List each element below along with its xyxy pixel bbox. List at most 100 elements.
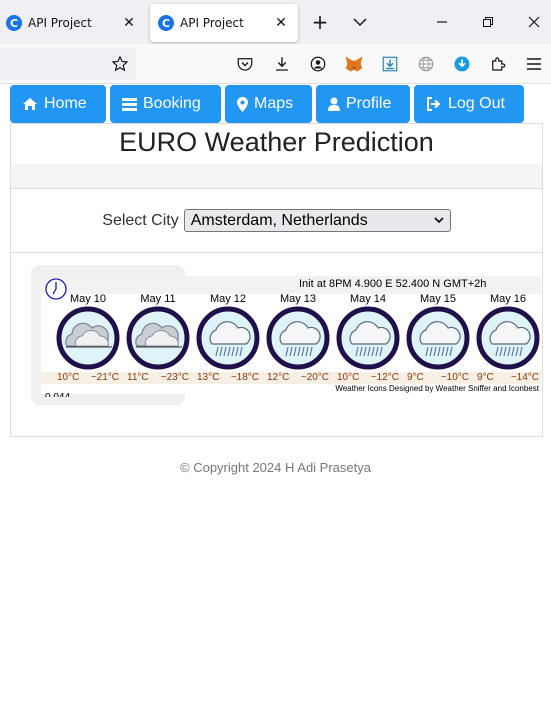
nav-booking-button[interactable]: Booking xyxy=(110,85,221,123)
forecast-day: May 14 xyxy=(333,292,403,370)
home-icon xyxy=(22,97,38,111)
account-icon[interactable] xyxy=(308,54,328,74)
tab-title: API Project xyxy=(180,16,244,30)
forecast-day-date: May 16 xyxy=(489,293,527,305)
nav-profile-button[interactable]: Profile xyxy=(316,85,410,123)
clock-icon xyxy=(45,278,67,300)
favicon-icon: C xyxy=(158,15,174,31)
minimize-icon xyxy=(437,21,447,23)
close-tab-icon[interactable]: ✕ xyxy=(123,15,135,31)
rain-icon xyxy=(196,306,260,370)
nav-logout-label: Log Out xyxy=(448,95,505,112)
save-page-icon[interactable] xyxy=(380,54,400,74)
download-extension-icon[interactable] xyxy=(452,54,472,74)
temperature-low: 13°C xyxy=(197,372,220,383)
nav-booking-label: Booking xyxy=(143,95,201,112)
city-select-value: Amsterdam, Netherlands xyxy=(190,211,368,229)
browser-toolbar xyxy=(0,44,551,84)
temperature-low: 11°C xyxy=(127,372,149,383)
icon-credit-text: Weather Icons Designed by Weather Sniffe… xyxy=(335,384,539,393)
minimize-button[interactable] xyxy=(430,10,454,34)
globe-icon[interactable] xyxy=(416,54,436,74)
weather-card: EURO Weather Prediction Select City Amst… xyxy=(10,123,543,437)
forecast-temperature: 10°C ~21°C xyxy=(53,372,123,384)
pocket-icon[interactable] xyxy=(235,54,255,74)
favicon-icon: C xyxy=(6,15,22,31)
browser-tab[interactable]: C API Project ✕ xyxy=(0,4,146,42)
close-tab-icon[interactable]: ✕ xyxy=(275,15,287,31)
forecast-temperature: 9°C ~14°C xyxy=(473,372,541,384)
close-window-button[interactable] xyxy=(522,10,546,34)
extensions-puzzle-icon[interactable] xyxy=(488,54,508,74)
forecast-day: May 11 xyxy=(123,292,193,370)
forecast-init-text: Init at 8PM 4.900 E 52.400 N GMT+2h xyxy=(299,278,487,290)
forecast-temperature: 13°C ~18°C xyxy=(193,372,263,384)
temperature-high: ~23°C xyxy=(160,372,189,383)
list-all-tabs-button[interactable] xyxy=(348,10,372,34)
forecast-header xyxy=(41,276,541,294)
city-select[interactable]: Amsterdam, Netherlands xyxy=(183,209,451,232)
forecast-day-date: May 12 xyxy=(209,293,247,305)
nav-maps-label: Maps xyxy=(254,95,294,112)
forecast-day-date: May 10 xyxy=(69,293,107,305)
nav-home-button[interactable]: Home xyxy=(10,85,106,123)
chevron-down-icon xyxy=(353,18,367,27)
rain-icon xyxy=(476,306,540,370)
map-marker-icon xyxy=(237,96,248,112)
chevron-down-icon xyxy=(434,217,444,224)
new-tab-button[interactable]: + xyxy=(311,10,329,34)
rain-icon xyxy=(406,306,470,370)
temperature-low: 12°C xyxy=(267,372,290,383)
menu-hamburger-icon[interactable] xyxy=(524,54,544,74)
forecast-day: May 15 xyxy=(403,292,473,370)
url-bar[interactable] xyxy=(0,48,136,80)
browser-tab-strip: C API Project ✕ C API Project ✕ + xyxy=(0,0,551,44)
temperature-low: 10°C xyxy=(57,372,80,383)
temperature-high: ~12°C xyxy=(370,372,399,383)
forecast-day-date: May 15 xyxy=(419,293,457,305)
forecast-widget: Init at 8PM 4.900 E 52.400 N GMT+2h May … xyxy=(41,276,541,394)
city-select-label: Select City xyxy=(102,211,179,229)
list-icon xyxy=(122,97,137,111)
forecast-day-date: May 11 xyxy=(140,293,176,305)
browser-tab-active[interactable]: C API Project ✕ xyxy=(150,4,298,42)
forecast-day: May 12 xyxy=(193,292,263,370)
sign-out-icon xyxy=(426,97,442,111)
restore-icon xyxy=(483,17,493,27)
forecast-temperature: 12°C ~20°C xyxy=(263,372,333,384)
temperature-low: 9°C xyxy=(407,372,424,383)
page-title: EURO Weather Prediction xyxy=(119,127,434,157)
forecast-day: May 13 xyxy=(263,292,333,370)
temperature-low: 10°C xyxy=(337,372,360,383)
close-icon xyxy=(528,16,540,28)
metamask-fox-icon[interactable] xyxy=(344,54,364,74)
temperature-high: ~21°C xyxy=(90,372,119,383)
partly-cloudy-icon xyxy=(126,306,190,370)
temperature-band xyxy=(41,372,541,384)
tab-title: API Project xyxy=(28,16,92,30)
downloads-icon[interactable] xyxy=(272,54,292,74)
rain-icon xyxy=(336,306,400,370)
restore-button[interactable] xyxy=(476,10,500,34)
forecast-temperature: 9°C ~10°C xyxy=(403,372,473,384)
nav-profile-label: Profile xyxy=(346,95,392,112)
forecast-day-date: May 14 xyxy=(349,293,387,305)
rain-icon xyxy=(266,306,330,370)
user-icon xyxy=(328,97,340,111)
bookmark-star-icon[interactable] xyxy=(110,54,130,74)
temperature-low: 9°C xyxy=(477,372,494,383)
nav-logout-button[interactable]: Log Out xyxy=(414,85,524,123)
partly-cloudy-icon xyxy=(56,306,120,370)
nav-maps-button[interactable]: Maps xyxy=(225,85,312,123)
forecast-temperature: 10°C ~12°C xyxy=(333,372,403,384)
nav-home-label: Home xyxy=(44,95,87,112)
footer-copyright: © Copyright 2024 H Adi Prasetya xyxy=(180,460,371,475)
temperature-high: ~10°C xyxy=(440,372,469,383)
card-header-band xyxy=(11,164,542,189)
main-navigation: Home Booking Maps Profile Log Out xyxy=(10,85,524,123)
temperature-high: ~14°C xyxy=(510,372,539,383)
city-select-row: Select City Amsterdam, Netherlands xyxy=(11,189,542,253)
forecast-day: May 16 xyxy=(473,292,541,370)
temperature-high: ~20°C xyxy=(300,372,329,383)
forecast-day-date: May 13 xyxy=(279,293,317,305)
